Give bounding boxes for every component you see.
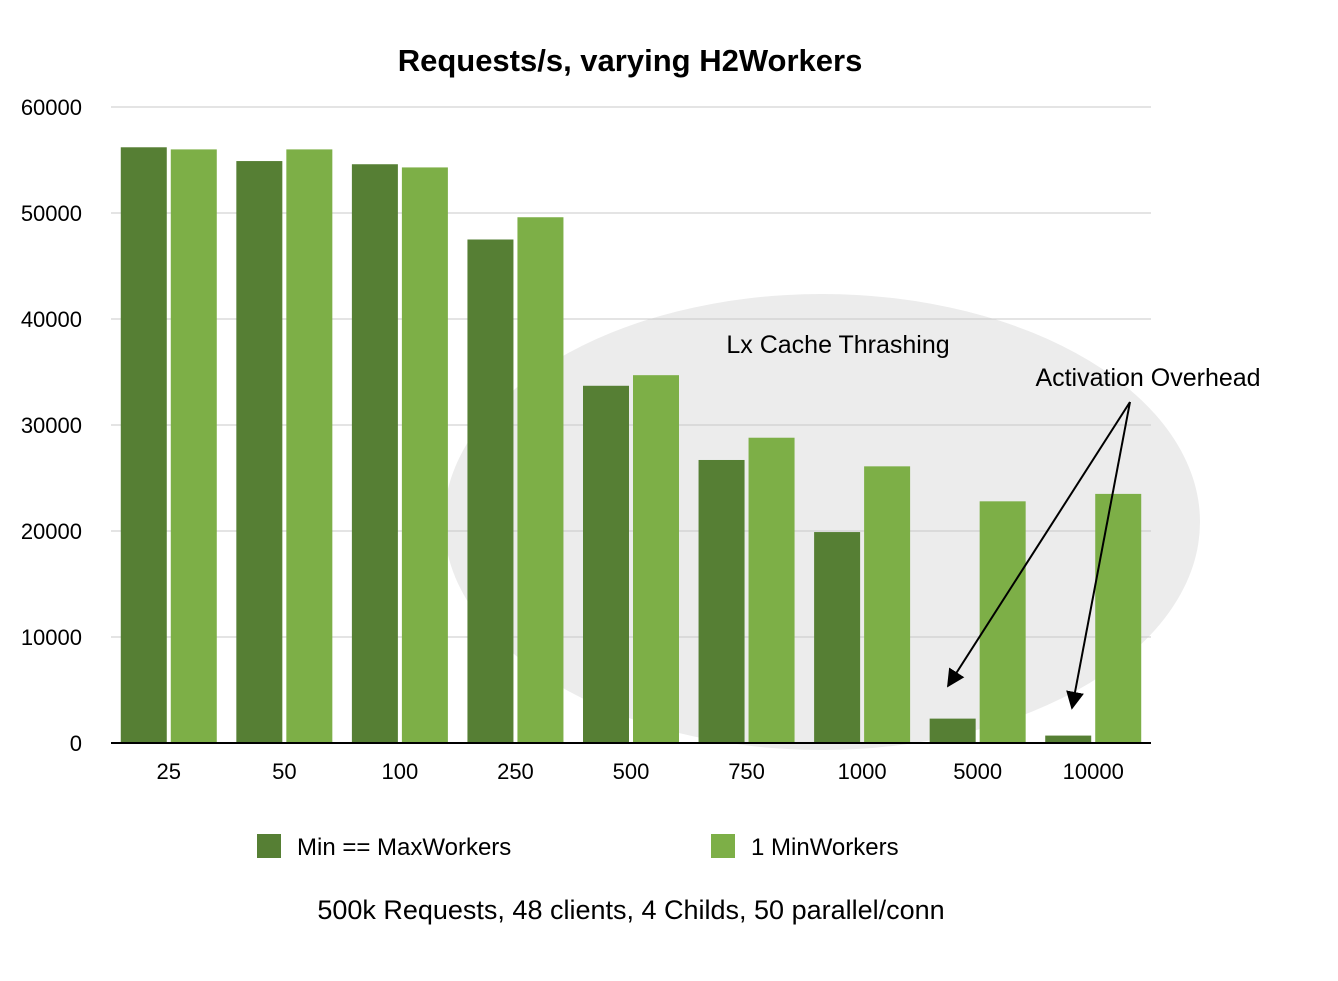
bar-1-min-workers-10000: [1095, 493, 1142, 743]
y-axis-tick-labels: 0 10000 20000 30000 40000 50000 60000: [21, 95, 82, 756]
legend-swatch-1-min-workers: [711, 834, 735, 858]
chart-subtitle: 500k Requests, 48 clients, 4 Childs, 50 …: [317, 895, 944, 925]
bar-min-max-workers-25: [120, 147, 167, 743]
legend-label-1-min-workers: 1 MinWorkers: [751, 834, 899, 861]
x-tick-label: 750: [728, 759, 765, 784]
bar-1-min-workers-250: [517, 217, 564, 744]
y-tick-label: 50000: [21, 201, 82, 226]
annotation-cache-thrashing: Lx Cache Thrashing: [726, 331, 949, 359]
legend-label-min-max-workers: Min == MaxWorkers: [297, 834, 511, 861]
x-tick-label: 250: [497, 759, 534, 784]
y-tick-label: 10000: [21, 625, 82, 650]
annotation-arrow-5000: [947, 401, 1131, 688]
bar-1-min-workers-50: [286, 149, 333, 743]
bar-1-min-workers-1000: [864, 466, 911, 743]
bar-min-max-workers-500: [583, 385, 629, 743]
bar-min-max-workers-10000: [1045, 735, 1092, 743]
y-tick-label: 60000: [21, 95, 82, 120]
legend: Min == MaxWorkers 1 MinWorkers: [257, 834, 899, 861]
chart-title: Requests/s, varying H2Workers: [398, 43, 863, 78]
bar-min-max-workers-250: [467, 239, 514, 743]
bar-min-max-workers-750: [698, 459, 745, 743]
bar-min-max-workers-5000: [929, 718, 976, 743]
bars: [120, 147, 1142, 744]
y-tick-label: 20000: [21, 519, 82, 544]
bar-1-min-workers-5000: [979, 501, 1026, 743]
y-tick-label: 0: [70, 731, 82, 756]
x-tick-label: 5000: [953, 759, 1002, 784]
x-axis-tick-labels: 25 50 100 250 500 750 1000 5000 10000: [157, 759, 1124, 784]
annotation-activation-overhead: Activation Overhead: [1035, 364, 1260, 392]
x-tick-label: 10000: [1063, 759, 1124, 784]
bar-1-min-workers-500: [633, 375, 679, 743]
bar-1-min-workers-25: [170, 149, 217, 743]
x-tick-label: 500: [613, 759, 650, 784]
bar-1-min-workers-100: [401, 167, 448, 744]
grid-lines: [111, 106, 1151, 638]
annotation-arrow-10000: [1066, 401, 1131, 710]
bar-min-max-workers-100: [351, 164, 398, 744]
x-tick-label: 1000: [838, 759, 887, 784]
bar-min-max-workers-1000: [814, 532, 861, 743]
bar-1-min-workers-750: [748, 437, 795, 743]
x-tick-label: 100: [382, 759, 419, 784]
y-tick-label: 30000: [21, 413, 82, 438]
bar-min-max-workers-50: [236, 161, 283, 743]
legend-swatch-min-max-workers: [257, 834, 281, 858]
x-tick-label: 50: [272, 759, 296, 784]
y-tick-label: 40000: [21, 307, 82, 332]
x-tick-label: 25: [157, 759, 181, 784]
